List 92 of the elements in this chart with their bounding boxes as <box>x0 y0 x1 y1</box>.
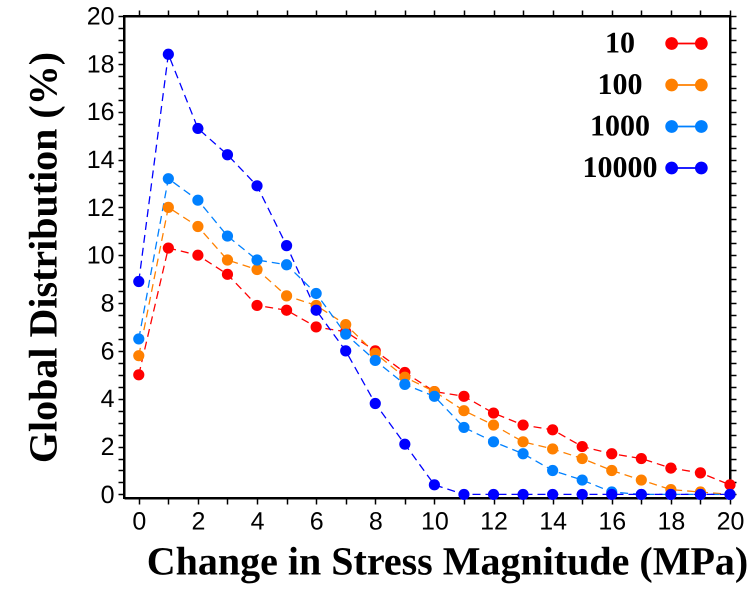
point <box>488 436 500 448</box>
point <box>517 448 529 460</box>
point <box>133 333 144 345</box>
point <box>222 149 234 160</box>
point <box>458 488 470 500</box>
y-tick-label: 20 <box>86 2 114 30</box>
point <box>517 488 529 500</box>
y-tick-label: 0 <box>100 480 114 509</box>
point <box>399 438 410 450</box>
y-tick-label: 14 <box>86 146 115 174</box>
point <box>310 321 322 333</box>
legend-label: 100 <box>598 68 642 101</box>
x-tick-label: 0 <box>132 508 146 536</box>
y-axis-title: Global Distribution (%) <box>20 52 66 464</box>
y-tick-label: 2 <box>100 433 114 462</box>
point <box>192 122 204 134</box>
x-tick-label: 6 <box>310 508 324 536</box>
point <box>162 48 174 60</box>
y-tick-label: 10 <box>86 242 114 270</box>
point <box>547 424 558 436</box>
y-tick-label: 12 <box>86 194 114 222</box>
point <box>251 300 263 312</box>
point <box>576 474 588 486</box>
x-tick-label: 18 <box>657 508 686 536</box>
point <box>280 240 292 252</box>
x-tick-label: 8 <box>368 508 383 536</box>
point <box>251 180 263 192</box>
point <box>576 452 588 464</box>
x-tick-label: 16 <box>598 508 626 536</box>
point <box>370 398 381 410</box>
point <box>133 350 144 362</box>
point <box>162 173 174 184</box>
y-tick-label: 16 <box>86 98 114 126</box>
x-tick-label: 2 <box>191 508 206 536</box>
legend-label: 10 <box>605 26 635 60</box>
point <box>192 220 204 232</box>
point <box>340 345 352 356</box>
point <box>222 230 234 242</box>
point <box>488 408 500 419</box>
point <box>251 254 263 266</box>
point <box>133 276 144 288</box>
x-tick-label: 4 <box>250 508 265 536</box>
point <box>192 250 204 261</box>
point <box>488 488 500 500</box>
point <box>547 464 558 476</box>
point <box>222 268 234 280</box>
x-tick-label: 12 <box>480 508 508 536</box>
y-tick-label: 4 <box>100 385 115 414</box>
point <box>340 328 352 340</box>
point <box>399 378 410 390</box>
y-tick-label: 6 <box>100 337 114 366</box>
y-tick-label: 8 <box>100 290 114 318</box>
point <box>310 288 322 300</box>
point <box>636 474 647 486</box>
point <box>665 462 676 474</box>
point <box>162 242 174 254</box>
legend-label: 10000 <box>582 151 658 184</box>
point <box>606 464 618 476</box>
point <box>517 419 529 431</box>
point <box>458 405 470 416</box>
point <box>310 304 322 316</box>
point <box>280 304 292 316</box>
point <box>458 390 470 402</box>
point <box>340 318 352 330</box>
point <box>636 452 647 464</box>
x-tick-label: 10 <box>420 508 449 536</box>
point <box>724 479 736 490</box>
y-tick-label: 18 <box>86 50 114 78</box>
point <box>251 264 263 276</box>
point <box>576 440 588 452</box>
x-axis-title: Change in Stress Magnitude (MPa) <box>146 538 748 584</box>
point <box>547 443 558 455</box>
point <box>133 369 144 380</box>
x-tick-label: 14 <box>539 508 568 536</box>
point <box>222 254 234 266</box>
point <box>370 354 381 366</box>
point <box>517 436 529 448</box>
point <box>547 488 558 500</box>
point <box>428 479 440 490</box>
legend-label: 1000 <box>590 110 650 142</box>
point <box>606 448 618 460</box>
point <box>192 194 204 206</box>
point <box>162 202 174 213</box>
point <box>606 488 618 500</box>
point <box>458 422 470 434</box>
point <box>576 488 588 500</box>
point <box>280 259 292 270</box>
point <box>694 467 706 478</box>
point <box>280 290 292 302</box>
x-tick-label: 20 <box>716 508 744 536</box>
point <box>488 419 500 431</box>
point <box>428 390 440 402</box>
